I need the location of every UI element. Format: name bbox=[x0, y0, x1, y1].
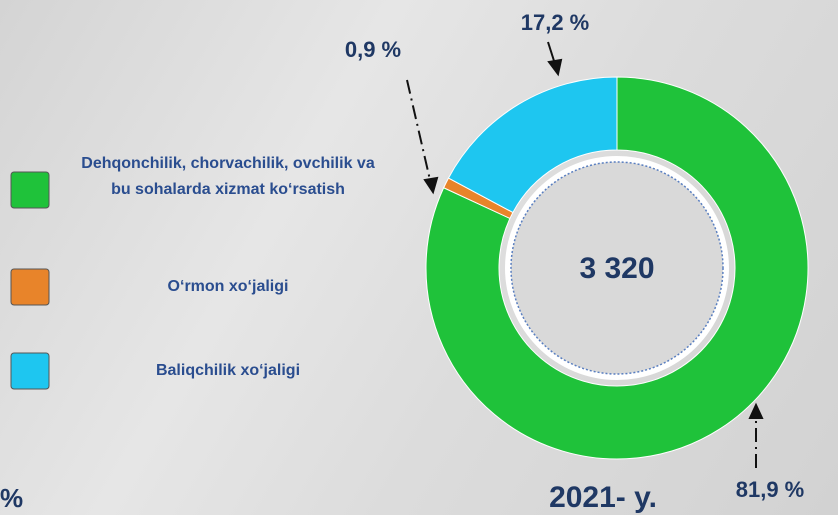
inner-circle bbox=[510, 161, 724, 375]
arrow bbox=[406, 79, 431, 181]
slice bbox=[425, 76, 809, 460]
legend-label: Baliqchilik xo‘jaligi bbox=[155, 362, 301, 379]
arrows bbox=[406, 41, 764, 468]
legend-swatch bbox=[10, 171, 50, 209]
year-label: 2021- y. bbox=[549, 481, 657, 514]
legend-label: O‘rmon xo‘jaligi bbox=[167, 278, 289, 295]
value-label: 17,2 % bbox=[521, 10, 590, 35]
value-label: 81,9 % bbox=[736, 477, 805, 502]
legend-label: Dehqonchilik, chorvachilik, ovchilik va … bbox=[81, 155, 375, 198]
center-label: 3 320 bbox=[579, 252, 654, 285]
arrowhead bbox=[547, 58, 563, 77]
legend-swatch bbox=[10, 352, 50, 390]
legend-swatch bbox=[10, 268, 50, 306]
arrowhead bbox=[748, 402, 764, 419]
annotation: % bbox=[0, 483, 23, 513]
slice bbox=[447, 76, 618, 214]
arrowhead bbox=[423, 176, 439, 195]
value-label: 0,9 % bbox=[345, 37, 401, 62]
